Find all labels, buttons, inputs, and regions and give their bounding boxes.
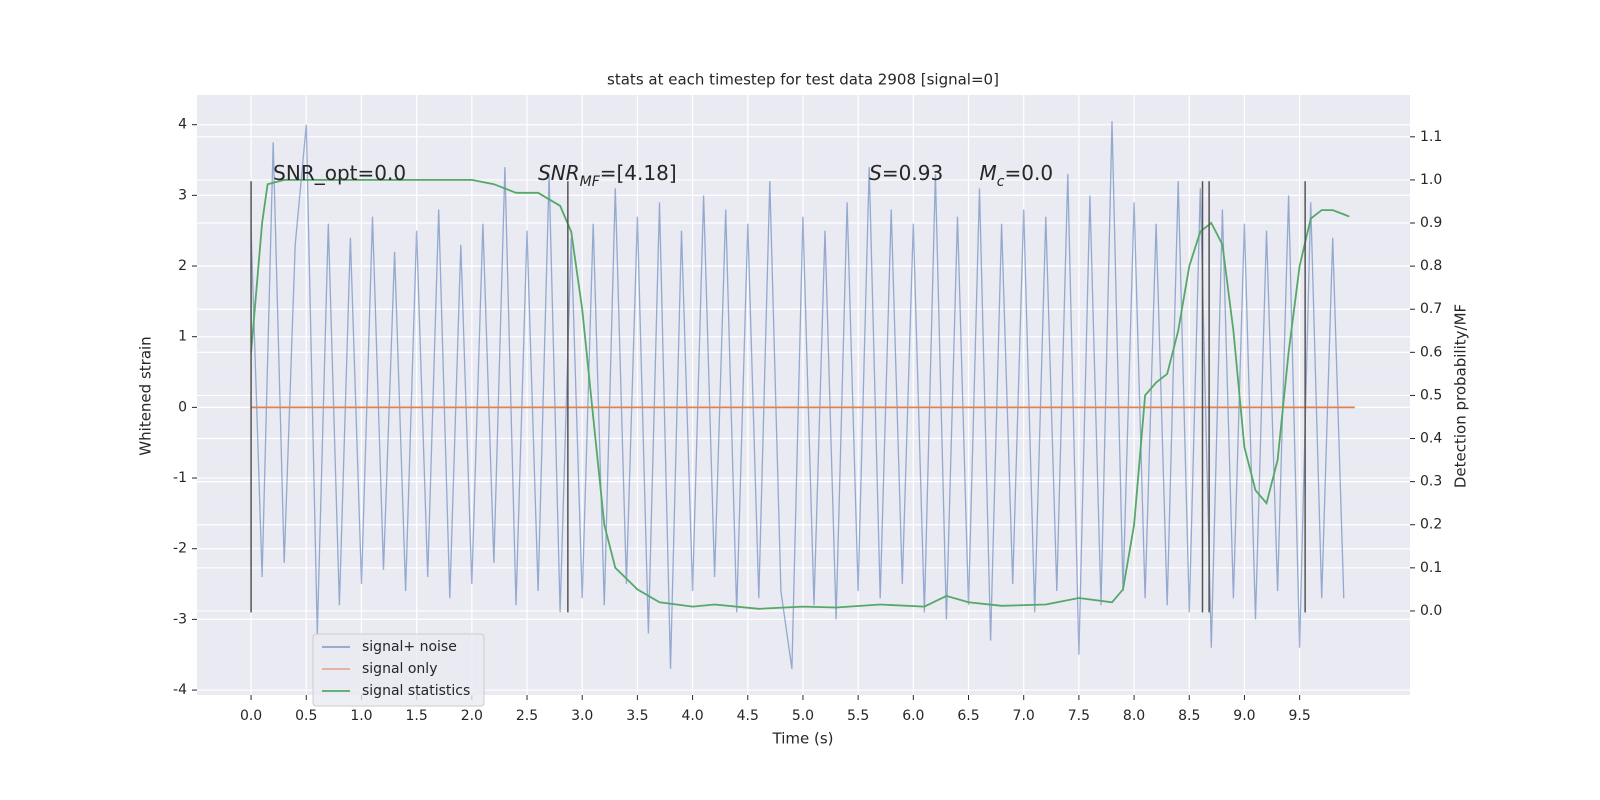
series-line: [250, 121, 1345, 669]
legend-label: signal only: [362, 661, 437, 677]
annotation-part: SNR: [538, 161, 580, 185]
y-tick-label: 3: [178, 187, 187, 203]
legend-label: signal+ noise: [362, 639, 457, 655]
x-tick-label: 2.5: [516, 708, 538, 724]
y2-tick-label: 0.6: [1420, 344, 1442, 360]
y-tick-label: 1: [178, 329, 187, 345]
x-tick-label: 3.5: [626, 708, 648, 724]
y2-tick-label: 0.9: [1420, 215, 1442, 231]
x-tick-label: 7.0: [1013, 708, 1035, 724]
x-tick-label: 1.0: [350, 708, 372, 724]
annotation-part: =0.93: [882, 161, 943, 185]
x-tick-label: 5.0: [792, 708, 814, 724]
y2-tick-label: 1.1: [1420, 129, 1442, 145]
annotation: S=0.93: [869, 161, 943, 185]
y2-tick-label: 0.5: [1420, 387, 1442, 403]
x-tick-label: 8.0: [1123, 708, 1145, 724]
x-tick-label: 9.5: [1288, 708, 1310, 724]
annotation-part: =0.0: [1005, 161, 1054, 185]
y2-tick-label: 0.2: [1420, 517, 1442, 533]
y-tick-label: -3: [173, 611, 187, 627]
annotation: Mc=0.0: [980, 161, 1054, 191]
legend-label: signal statistics: [362, 683, 470, 699]
y-tick-label: -4: [173, 682, 187, 698]
x-axis-label: Time (s): [772, 730, 834, 748]
x-tick-label: 1.5: [406, 708, 428, 724]
annotation-part: MF: [580, 174, 601, 190]
annotation-part: c: [997, 174, 1005, 190]
annotation: SNRMF=[4.18]: [538, 161, 677, 191]
x-tick-label: 9.0: [1233, 708, 1255, 724]
x-tick-label: 0.5: [295, 708, 317, 724]
x-tick-label: 0.0: [240, 708, 262, 724]
annotation-part: S: [869, 161, 882, 185]
annotation-part: M: [980, 161, 997, 185]
annotation-part: =[4.18]: [600, 161, 677, 185]
y-tick-label: -1: [173, 470, 187, 486]
chart-title: stats at each timestep for test data 290…: [607, 71, 999, 89]
y2-tick-label: 0.7: [1420, 301, 1442, 317]
x-tick-label: 5.5: [847, 708, 869, 724]
x-tick-label: 6.0: [902, 708, 924, 724]
annotation: SNR_opt=0.0: [273, 161, 406, 185]
x-tick-label: 4.0: [681, 708, 703, 724]
y2-tick-label: 0.0: [1420, 603, 1442, 619]
y-tick-label: 4: [178, 117, 187, 133]
y2-tick-label: 1.0: [1420, 172, 1442, 188]
y-axis-label: Whitened strain: [137, 336, 155, 455]
y2-axis-label: Detection probability/MF: [1452, 304, 1470, 488]
x-tick-label: 8.5: [1178, 708, 1200, 724]
legend-box: [312, 633, 485, 707]
series-line: [250, 179, 1350, 610]
annotation-part: SNR_opt=0.0: [273, 161, 406, 185]
y2-tick-label: 0.3: [1420, 474, 1442, 490]
y2-tick-label: 0.8: [1420, 258, 1442, 274]
x-tick-label: 4.5: [737, 708, 759, 724]
x-tick-label: 6.5: [957, 708, 979, 724]
x-tick-label: 2.0: [461, 708, 483, 724]
y-tick-label: 0: [178, 399, 187, 415]
y2-tick-label: 0.1: [1420, 560, 1442, 576]
y-tick-label: 2: [178, 258, 187, 274]
x-tick-label: 7.5: [1068, 708, 1090, 724]
grid: [197, 95, 1410, 695]
y2-tick-label: 0.4: [1420, 431, 1442, 447]
y-tick-label: -2: [173, 541, 187, 557]
x-tick-label: 3.0: [571, 708, 593, 724]
